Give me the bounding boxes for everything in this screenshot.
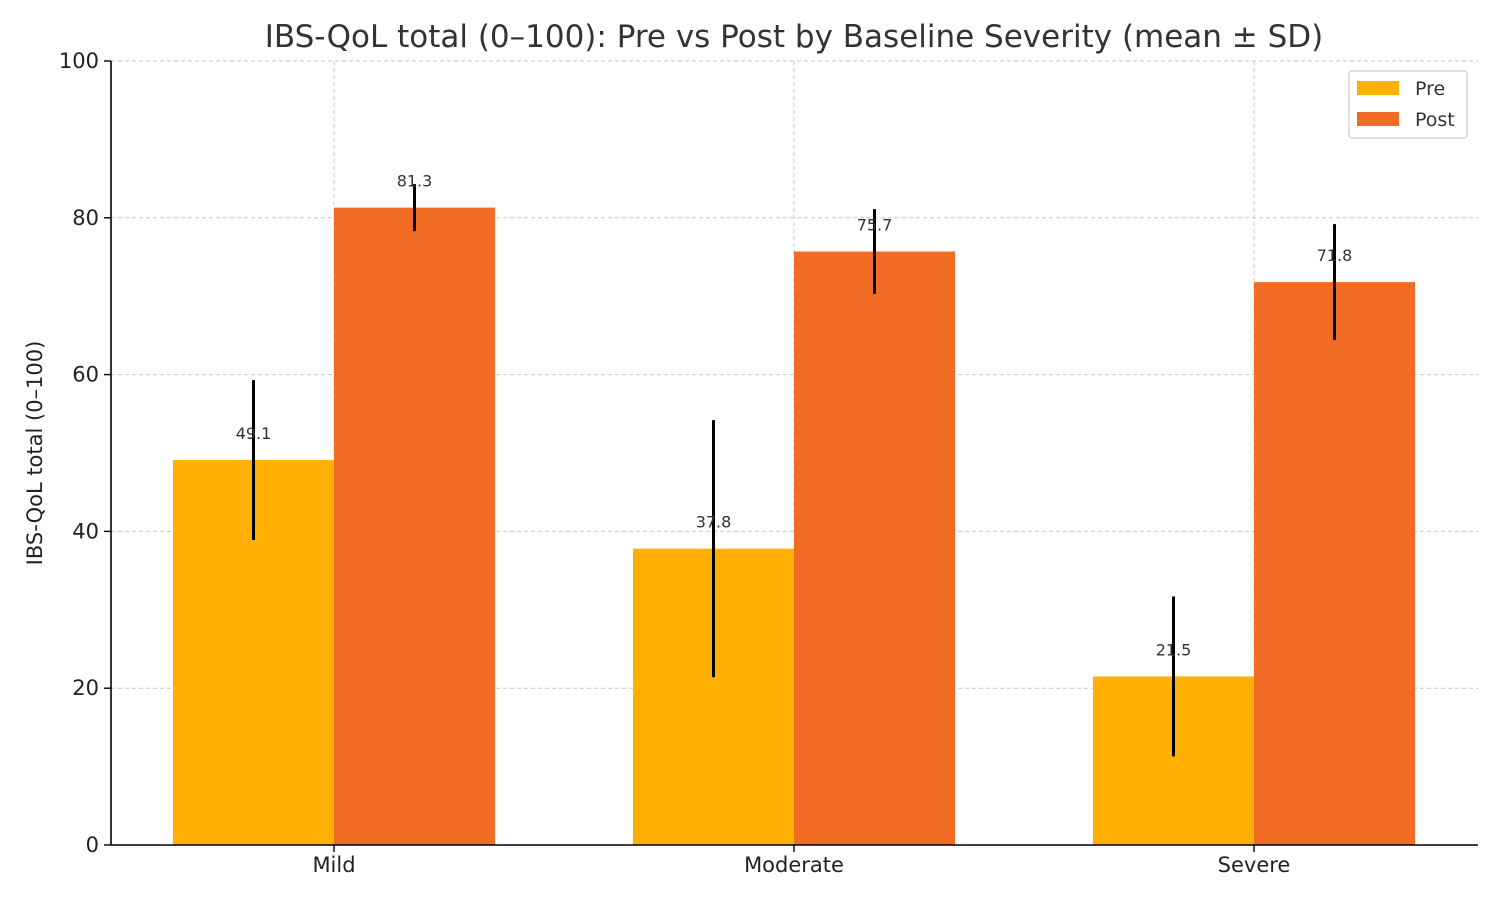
y-tick-label: 60	[72, 363, 99, 387]
error-bars	[252, 184, 1336, 757]
legend-label-post: Post	[1415, 109, 1455, 131]
y-tick-label: 40	[72, 519, 99, 543]
legend-swatch-post	[1357, 112, 1399, 126]
x-tick-label: Mild	[312, 853, 355, 877]
legend: Pre Post	[1348, 70, 1468, 139]
axes: 0 20 40 60 80 100 Mild Moderate Severe	[59, 49, 1478, 877]
legend-swatch-pre	[1357, 81, 1399, 95]
bar-value-label: 71.8	[1317, 246, 1353, 265]
bar-post-moderate	[794, 251, 955, 846]
x-tick-label: Moderate	[744, 853, 844, 877]
y-tick-label: 100	[59, 49, 99, 73]
bar-value-label: 21.5	[1156, 640, 1192, 659]
legend-label-pre: Pre	[1415, 78, 1445, 100]
y-axis-label: IBS-QoL total (0–100)	[23, 341, 47, 566]
bars	[173, 207, 1415, 846]
bar-post-severe	[1254, 282, 1415, 845]
chart-title: IBS-QoL total (0–100): Pre vs Post by Ba…	[265, 19, 1324, 55]
bar-post-mild	[334, 207, 495, 845]
x-tick-label: Severe	[1218, 853, 1291, 877]
y-tick-label: 80	[72, 206, 99, 230]
y-tick-label: 0	[86, 833, 99, 857]
bar-value-label: 37.8	[696, 513, 732, 532]
y-tick-label: 20	[72, 676, 99, 700]
bar-value-label: 81.3	[397, 172, 433, 191]
bar-value-label: 75.7	[857, 216, 893, 235]
bar-value-label: 49.1	[236, 424, 272, 443]
bar-labels: 49.1 37.8 21.5 81.3 75.7 71.8	[236, 172, 1353, 660]
